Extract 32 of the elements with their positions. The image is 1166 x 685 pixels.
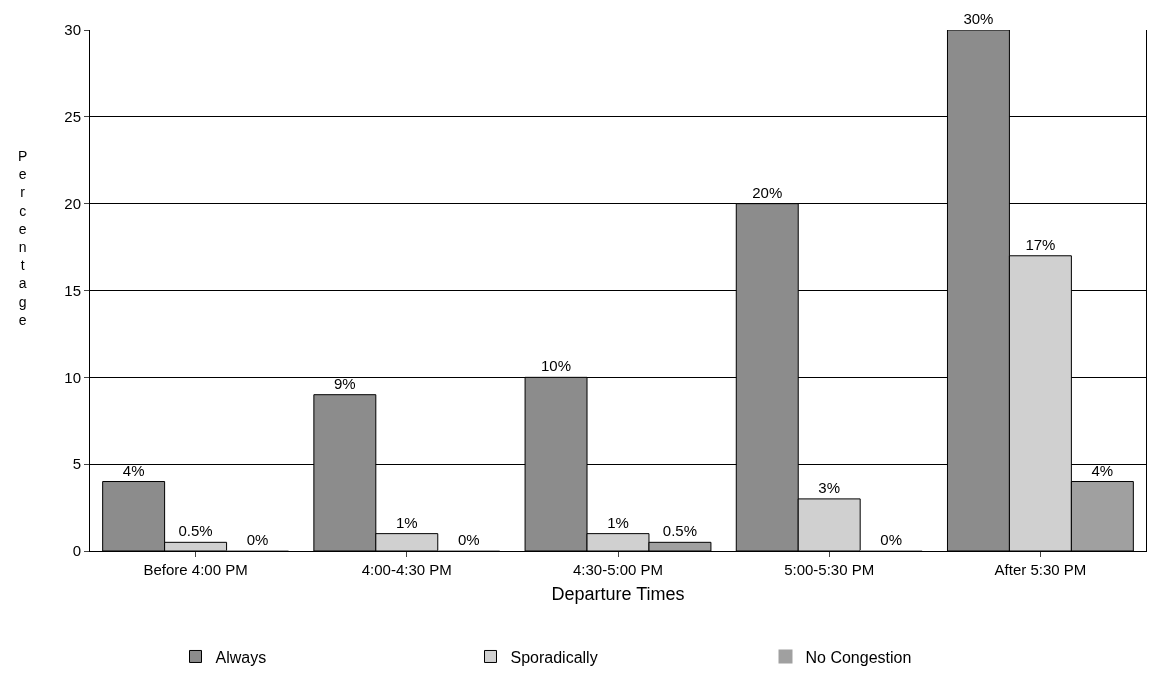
data-label: 4% (122, 461, 145, 479)
x-tick-label: Before 4:00 PM (143, 561, 248, 578)
x-tick-label: 5:00-5:30 PM (784, 561, 875, 578)
data-label: 0.5% (662, 522, 698, 540)
x-tick-label: 4:00-4:30 PM (361, 561, 452, 578)
x-tick-label: 4:30-5:00 PM (572, 561, 664, 578)
legend-label: Sporadically (510, 648, 598, 666)
data-label: 10% (541, 357, 572, 375)
text: Percentage (18, 148, 28, 328)
y-tick-label: 30 (64, 21, 81, 39)
y-tick-label: 15 (64, 281, 81, 299)
data-label: 20% (752, 183, 783, 201)
data-label: 0.5% (178, 522, 213, 540)
data-label: 0% (246, 531, 269, 548)
data-label: 1% (395, 513, 418, 531)
data-label: 3% (818, 478, 841, 496)
y-tick-label: 25 (64, 108, 81, 126)
y-tick-label: 10 (64, 368, 81, 386)
y-tick-label: 0 (72, 542, 81, 560)
data-label: 30% (963, 10, 994, 27)
x-tick-label: After 5:30 PM (994, 561, 1087, 578)
y-tick-label: 20 (64, 194, 81, 212)
data-label: 0% (457, 531, 480, 548)
legend-label: Always (215, 648, 267, 666)
data-label: 4% (1091, 461, 1114, 479)
data-label: 17% (1025, 235, 1056, 253)
legend-label: No Congestion (805, 648, 912, 666)
y-tick-label: 5 (72, 455, 81, 473)
data-label: 0% (880, 531, 902, 548)
x-axis-title: Departure Times (551, 584, 685, 605)
data-label: 1% (607, 513, 629, 531)
data-label: 9% (334, 374, 356, 392)
